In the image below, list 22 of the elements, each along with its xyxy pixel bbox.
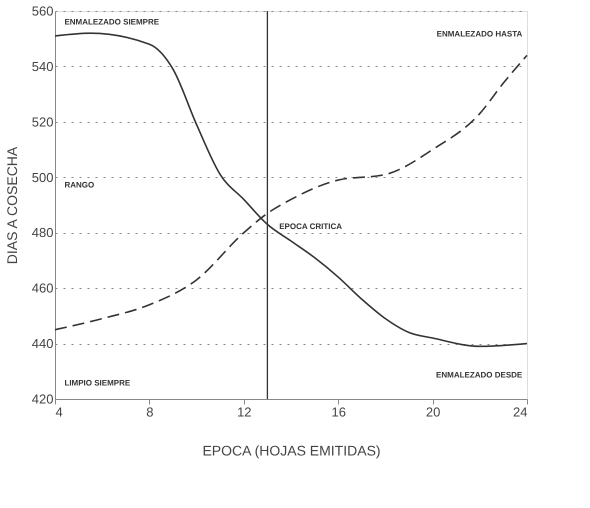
x-tick-label: 4 bbox=[56, 404, 63, 420]
annotation: ENMALEZADO HASTA bbox=[436, 29, 523, 38]
x-tick-label: 16 bbox=[331, 404, 346, 420]
x-tick-label: 12 bbox=[237, 404, 252, 420]
x-axis-title: EPOCA (HOJAS EMITIDAS) bbox=[202, 442, 381, 458]
y-tick-label: 420 bbox=[32, 392, 54, 406]
x-tick-label: 24 bbox=[513, 404, 528, 420]
annotation: EPOCA CRITICA bbox=[279, 222, 342, 232]
annotation: RANGO bbox=[64, 180, 94, 190]
annotation: ENMALEZADO SIEMPRE bbox=[64, 18, 160, 27]
y-tick-label: 460 bbox=[32, 280, 54, 296]
y-tick-label: 440 bbox=[32, 336, 54, 352]
y-tick-label: 500 bbox=[32, 170, 54, 185]
y-tick-label: 520 bbox=[32, 114, 54, 130]
x-tick-label: 20 bbox=[426, 404, 440, 420]
y-tick-label: 560 bbox=[32, 4, 54, 18]
x-tick-label: 8 bbox=[146, 404, 154, 420]
annotation: ENMALEZADO DESDE bbox=[436, 370, 523, 380]
y-tick-label: 540 bbox=[32, 58, 54, 74]
y-axis-title: DIAS A COSECHA bbox=[4, 146, 20, 264]
annotation: LIMPIO SIEMPRE bbox=[64, 378, 131, 388]
y-tick-label: 480 bbox=[32, 225, 54, 240]
